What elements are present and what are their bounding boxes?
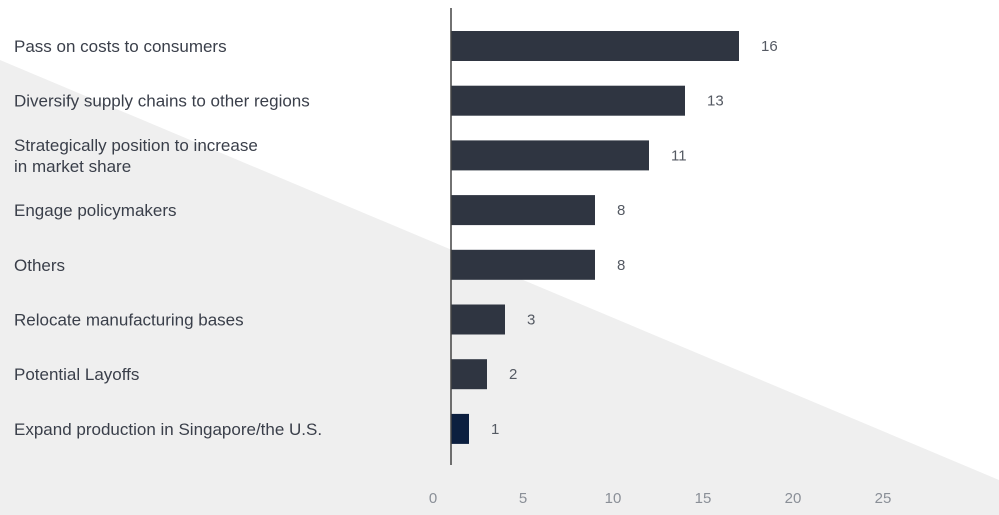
background-band xyxy=(0,60,999,515)
category-label-line: Expand production in Singapore/the U.S. xyxy=(14,420,322,439)
value-label-2: 11 xyxy=(671,147,687,164)
category-label-0: Pass on costs to consumers xyxy=(14,37,227,56)
bar-1 xyxy=(451,85,685,116)
category-label-7: Expand production in Singapore/the U.S. xyxy=(14,420,322,439)
bar-2 xyxy=(451,140,649,171)
category-label-3: Engage policymakers xyxy=(14,201,177,220)
category-label-line: Others xyxy=(14,256,65,275)
category-label-line: Pass on costs to consumers xyxy=(14,37,227,56)
bar-0 xyxy=(451,31,739,61)
bar-7 xyxy=(451,413,469,444)
value-label-4: 8 xyxy=(617,257,625,274)
category-label-5: Relocate manufacturing bases xyxy=(14,311,244,330)
category-label-line: Relocate manufacturing bases xyxy=(14,311,244,330)
value-label-5: 3 xyxy=(527,312,535,329)
value-label-0: 16 xyxy=(761,38,778,55)
category-label-line: in market share xyxy=(14,157,131,176)
category-label-line: Strategically position to increase xyxy=(14,136,258,155)
value-label-3: 8 xyxy=(617,202,625,219)
value-label-1: 13 xyxy=(707,93,724,110)
bars-layer xyxy=(451,31,739,444)
category-label-1: Diversify supply chains to other regions xyxy=(14,92,310,111)
category-label-4: Others xyxy=(14,256,65,275)
value-labels: 16 13 11 8 8 3 2 1 xyxy=(491,38,778,438)
x-tick-label-2: 10 xyxy=(605,490,622,507)
category-label-2: Strategically position to increase in mar… xyxy=(14,136,258,176)
bar-4 xyxy=(451,249,595,280)
value-label-7: 1 xyxy=(491,421,499,438)
bar-3 xyxy=(451,195,595,226)
x-tick-label-3: 15 xyxy=(695,490,712,507)
category-label-line: Engage policymakers xyxy=(14,201,177,220)
x-axis-ticks: 0 5 10 15 20 25 xyxy=(429,490,892,507)
category-labels: Pass on costs to consumers Diversify supp… xyxy=(14,37,322,439)
value-label-6: 2 xyxy=(509,366,517,383)
x-tick-label-4: 20 xyxy=(785,490,802,507)
category-label-6: Potential Layoffs xyxy=(14,365,139,384)
category-label-line: Potential Layoffs xyxy=(14,365,139,384)
x-tick-label-0: 0 xyxy=(429,490,437,507)
category-label-line: Diversify supply chains to other regions xyxy=(14,92,310,111)
x-tick-label-1: 5 xyxy=(519,490,527,507)
bar-5 xyxy=(451,304,505,335)
x-tick-label-5: 25 xyxy=(875,490,892,507)
bar-6 xyxy=(451,359,487,390)
